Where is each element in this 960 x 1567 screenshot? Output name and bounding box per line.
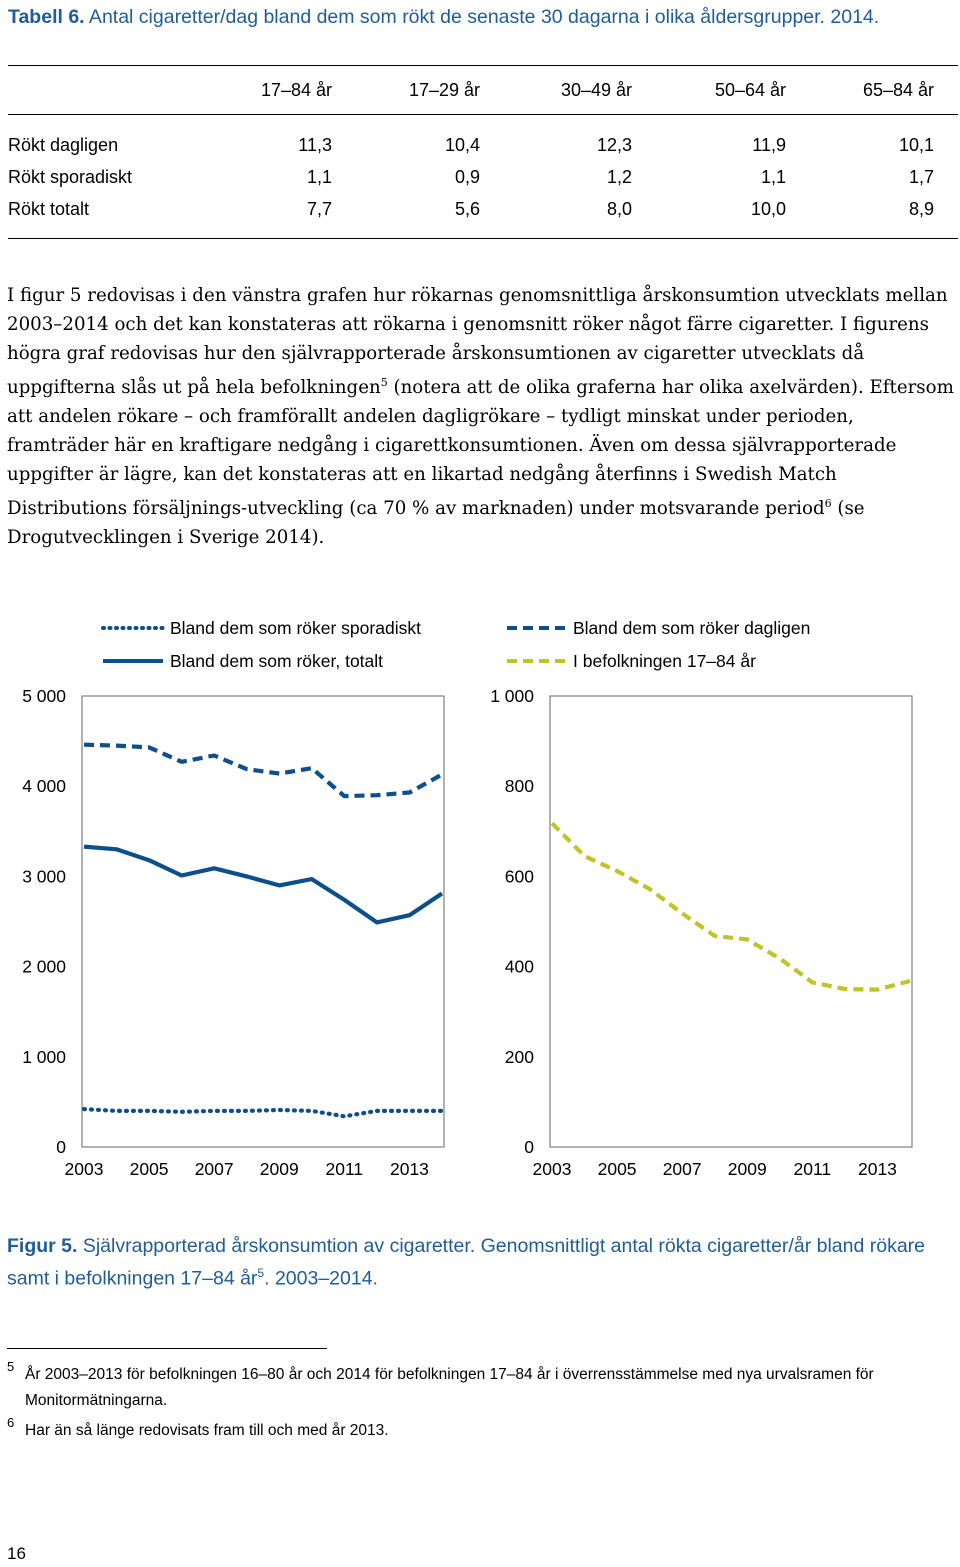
table-cell: 10,0 [750,198,786,219]
table-caption-label: Tabell 6. [8,6,85,28]
x-tick-label: 2003 [65,1159,104,1179]
table-cell: 11,3 [298,134,332,155]
figure-caption-label: Figur 5. [7,1235,78,1257]
chart-left: 0 1 000 2 000 3 000 4 000 5 000 2003 2005 2007 20… [22,686,445,1179]
y-tick-label: 0 [56,1137,66,1157]
table-cell: 1,2 [606,166,632,187]
y-tick-label: 200 [505,1047,534,1067]
series-line-dotted [81,1107,445,1119]
table-cell: 7,7 [306,198,332,219]
body-paragraph: I figur 5 redovisas i den vänstra grafen… [7,281,955,552]
page-number: 16 [7,1544,26,1563]
x-tick-label: 2011 [326,1159,364,1179]
table-cell: 10,1 [898,134,934,155]
footnote-number: 6 [7,1415,15,1430]
table-cell: 8,0 [606,198,632,219]
table-cell: 5,6 [454,198,480,219]
table-header-cell: 17–84 år [230,65,356,115]
y-tick-label: 5 000 [22,686,66,706]
y-tick-label: 1 000 [490,686,534,706]
table-header-cell: 30–49 år [504,65,656,115]
x-tick-label: 2003 [533,1159,572,1179]
legend: Bland dem som röker sporadiskt Bland dem… [101,618,810,671]
table-header-corner [8,65,230,115]
table-caption-text: Antal cigaretter/dag bland dem som rökt … [84,6,880,28]
footnote-text: Har än så länge redovisats fram till och… [25,1422,389,1439]
figure-caption-text: Självrapporterad årskonsumtion av cigare… [7,1235,926,1290]
table-cell: 1,1 [760,166,786,187]
table-header-row: 17–84 år 17–29 år 30–49 år 50–64 år 65–8… [8,65,958,115]
body-text-part1: I figur 5 redovisas i den vänstra grafen… [7,285,948,399]
table-row: Rökt totalt 7,7 5,6 8,0 10,0 8,9 [8,193,958,225]
table-caption: Tabell 6. Antal cigaretter/dag bland dem… [8,4,952,31]
table-cell: 1,1 [306,166,332,187]
table-cell: 8,9 [908,198,934,219]
x-tick-label: 2013 [858,1159,897,1179]
table-cell: 0,9 [454,166,480,187]
figure-caption-text-end: . 2003–2014. [264,1267,378,1290]
footnote-ref: 6 [824,497,832,511]
figure-5: Bland dem som röker sporadiskt Bland dem… [0,600,960,1200]
x-tick-label: 2011 [794,1159,832,1179]
y-tick-label: 0 [524,1137,534,1157]
table-header-cell: 17–29 år [356,65,504,115]
table-cell: 12,3 [596,134,632,155]
table-cell: 1,7 [908,166,934,187]
table-row: Rökt sporadiskt 1,1 0,9 1,2 1,1 1,7 [8,161,958,193]
y-tick-label: 4 000 [22,776,66,796]
table-header-cell: 65–84 år [810,65,958,115]
legend-label-total: Bland dem som röker, totalt [170,651,383,671]
x-tick-label: 2007 [195,1159,234,1179]
y-tick-label: 400 [505,957,534,977]
x-tick-label: 2009 [728,1159,767,1179]
series-line-solid [83,844,444,925]
table-header-cell: 50–64 år [656,65,810,115]
legend-label-daily: Bland dem som röker dagligen [573,618,810,638]
footnote-number: 5 [7,1359,15,1374]
legend-label-sporadic: Bland dem som röker sporadiskt [170,618,421,638]
x-tick-label: 2009 [260,1159,299,1179]
row-label: Rökt sporadiskt [8,166,133,187]
x-tick-label: 2005 [598,1159,637,1179]
body-text-part2: (notera att de olika graferna har olika … [7,377,954,520]
y-tick-label: 2 000 [22,957,66,977]
footnote-ref: 5 [380,376,388,389]
y-tick-label: 800 [505,776,534,796]
row-label: Rökt dagligen [8,134,119,155]
x-tick-label: 2007 [663,1159,702,1179]
x-tick-label: 2005 [130,1159,169,1179]
footnote-divider [7,1348,327,1349]
table-cell: 10,4 [444,134,480,155]
body-text-part3: (se Drogutvecklingen i Sverige 2014). [7,498,865,549]
y-tick-label: 3 000 [22,866,66,886]
y-tick-label: 600 [505,866,534,886]
legend-label-population: I befolkningen 17–84 år [573,651,756,671]
figure-svg: Bland dem som röker sporadiskt Bland dem… [22,618,913,1179]
footnote-text: År 2003–2013 för befolkningen 16–80 år o… [25,1366,874,1409]
footnote-ref: 5 [257,1266,265,1280]
y-tick-label: 1 000 [22,1047,66,1067]
table-row: Rökt dagligen 11,3 10,4 12,3 11,9 10,1 [8,129,958,161]
row-label: Rökt totalt [8,198,90,219]
series-line-dashed [83,742,444,799]
data-table: 17–84 år 17–29 år 30–49 år 50–64 år 65–8… [8,65,958,239]
chart-right: 0 200 400 600 800 1 000 2003 2005 2007 2009 2011 20… [490,686,913,1179]
plot-frame [81,695,445,1148]
table-cell: 11,9 [752,134,786,155]
x-tick-label: 2013 [390,1159,429,1179]
figure-caption: Figur 5. Självrapporterad årskonsumtion … [7,1233,951,1293]
plot-frame [549,695,913,1148]
series-line-dashed [550,821,911,992]
